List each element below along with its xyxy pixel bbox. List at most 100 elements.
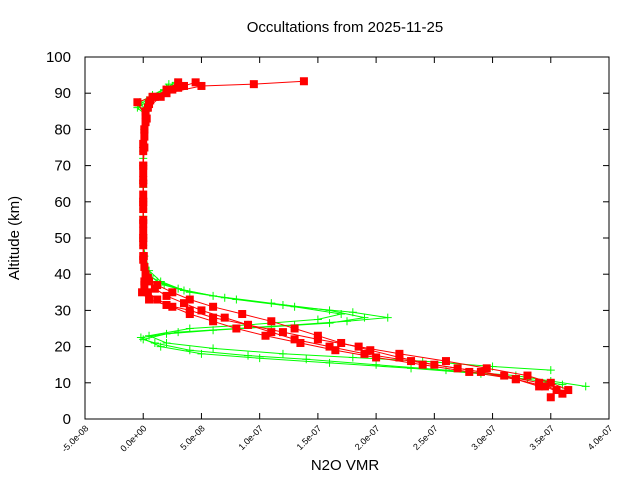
data-point xyxy=(383,313,392,322)
data-point xyxy=(145,295,154,304)
data-point xyxy=(407,364,416,373)
data-point xyxy=(179,299,188,308)
data-point xyxy=(143,288,152,297)
data-point xyxy=(313,335,322,344)
y-tick-label: 70 xyxy=(54,158,71,175)
data-point xyxy=(354,342,363,351)
data-point xyxy=(418,360,427,369)
plot-area xyxy=(133,77,590,402)
data-point xyxy=(302,355,311,364)
data-point xyxy=(325,342,334,351)
data-point xyxy=(185,295,194,304)
series-line xyxy=(136,85,586,387)
data-point xyxy=(360,313,369,322)
data-point xyxy=(325,358,334,367)
data-point xyxy=(209,344,218,353)
data-point xyxy=(220,313,229,322)
data-point xyxy=(337,338,346,347)
data-point xyxy=(564,386,573,395)
data-point xyxy=(156,342,165,351)
data-point xyxy=(220,293,229,302)
y-tick-label: 20 xyxy=(54,339,71,356)
data-point xyxy=(244,351,253,360)
data-point xyxy=(185,324,194,333)
data-point xyxy=(162,300,171,309)
series-2 xyxy=(134,80,555,375)
data-point xyxy=(140,125,149,134)
data-point xyxy=(395,349,404,358)
y-tick-label: 40 xyxy=(54,266,71,283)
data-point xyxy=(290,335,299,344)
data-point xyxy=(441,357,450,366)
data-point xyxy=(255,354,264,363)
y-axis-label: Altitude (km) xyxy=(6,196,23,280)
data-point xyxy=(296,338,305,347)
data-point xyxy=(299,77,308,86)
data-point xyxy=(139,234,148,242)
series-line xyxy=(136,85,563,395)
x-tick-label: 2.5e-07 xyxy=(411,423,440,452)
y-tick-label: 0 xyxy=(63,411,71,428)
x-tick-label: 2.0e-07 xyxy=(353,423,382,452)
data-point xyxy=(249,80,258,89)
y-tick-label: 60 xyxy=(54,194,71,211)
x-tick-label: 5.0e-08 xyxy=(178,423,207,452)
data-point xyxy=(145,331,154,340)
data-point xyxy=(482,364,491,373)
data-point xyxy=(552,386,561,395)
data-point xyxy=(476,367,485,376)
data-point xyxy=(153,281,162,290)
data-point xyxy=(343,317,351,326)
data-point xyxy=(372,353,381,362)
x-tick-label: 4.0e-07 xyxy=(586,423,615,452)
series-line xyxy=(142,81,558,398)
y-tick-label: 50 xyxy=(54,230,71,247)
data-point xyxy=(185,310,194,319)
data-point xyxy=(558,389,567,398)
x-tick-label: 3.5e-07 xyxy=(528,423,557,452)
data-point xyxy=(146,96,155,105)
data-point xyxy=(441,366,450,375)
data-point xyxy=(162,338,171,347)
data-point xyxy=(139,255,148,264)
data-point xyxy=(372,360,381,369)
data-point xyxy=(244,320,253,329)
data-point xyxy=(162,89,171,98)
data-point xyxy=(238,310,247,319)
data-point xyxy=(331,346,340,355)
data-point xyxy=(540,382,549,391)
data-point xyxy=(197,81,206,90)
data-point xyxy=(360,349,369,358)
data-point xyxy=(546,378,555,387)
data-point xyxy=(465,367,474,376)
data-point xyxy=(535,382,544,391)
series-6 xyxy=(139,77,544,391)
x-tick-label: 1.5e-07 xyxy=(295,423,324,452)
y-tick-label: 30 xyxy=(54,302,71,319)
data-point xyxy=(191,78,200,87)
data-point xyxy=(156,92,165,101)
data-point xyxy=(139,176,148,185)
data-point xyxy=(140,262,149,271)
data-point xyxy=(141,118,150,127)
x-tick-label: 0.0e+00 xyxy=(118,423,148,453)
data-point xyxy=(581,382,590,391)
data-point xyxy=(140,277,149,286)
data-point xyxy=(138,288,147,297)
chart-title: Occultations from 2025-11-25 xyxy=(247,19,444,36)
data-point xyxy=(267,317,276,326)
data-point xyxy=(209,317,218,326)
data-point xyxy=(197,306,206,315)
axes: -5.0e-08 0.0e+00 5.0e-08 1.0e-07 1.5e-07 2.0e… xyxy=(46,49,614,454)
data-point xyxy=(278,349,287,358)
data-point xyxy=(139,147,148,156)
data-point xyxy=(133,98,142,107)
data-point xyxy=(168,302,177,311)
data-point xyxy=(168,85,177,94)
data-point xyxy=(290,324,299,333)
data-point xyxy=(267,328,276,337)
data-point xyxy=(136,333,145,342)
x-tick-label: 1.0e-07 xyxy=(236,423,265,452)
series-5 xyxy=(138,78,573,395)
data-point xyxy=(261,331,270,340)
